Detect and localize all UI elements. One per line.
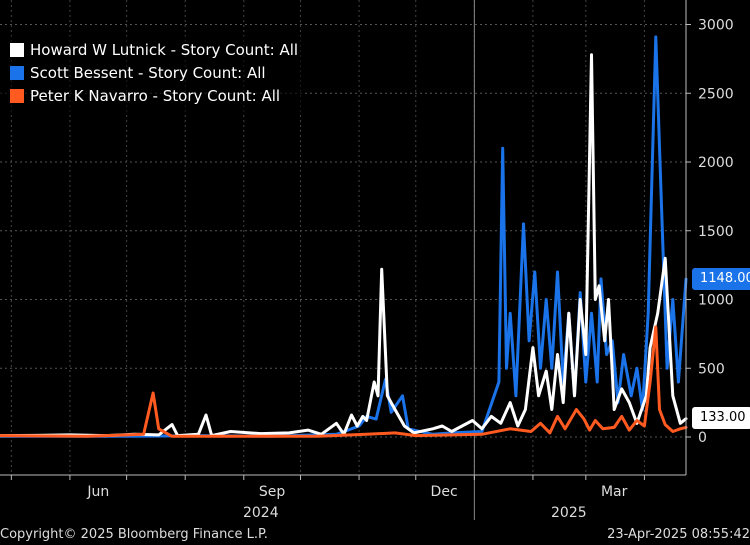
y-tick-label-3000: 3000 [698,18,734,34]
y-tick-label-2500: 2500 [698,86,734,102]
legend-swatch-lutnick [10,43,24,57]
legend-label-lutnick: Howard W Lutnick - Story Count: All [30,41,299,59]
series-line-2 [0,325,688,438]
y-tick-label-2000: 2000 [698,155,734,171]
x-tick-label-Sep: Sep [259,484,286,500]
legend-swatch-bessent [10,66,24,80]
y-tick-label-500: 500 [698,361,725,377]
x-year-label-2025: 2025 [551,505,587,521]
series-line-0 [0,53,688,438]
last-value-badge-lutnick: 133.00 [692,407,750,429]
y-tick-label-1000: 1000 [698,293,734,309]
x-tick-label-Dec: Dec [431,484,458,500]
legend: Howard W Lutnick - Story Count: All Scot… [0,36,305,114]
x-tick-label-Mar: Mar [601,484,628,500]
x-tick-label-Jun: Jun [86,484,109,500]
legend-item-navarro: Peter K Navarro - Story Count: All [10,86,280,106]
series-lines [0,35,688,438]
series-line-1 [0,35,688,438]
last-value-badge-bessent: 1148.00 [692,268,750,290]
y-tick-label-1500: 1500 [698,224,734,240]
legend-item-bessent: Scott Bessent - Story Count: All [10,63,266,83]
x-year-label-2024: 2024 [243,505,279,521]
footer-copyright: Copyright© 2025 Bloomberg Finance L.P. [0,527,268,542]
legend-swatch-navarro [10,89,24,103]
legend-label-bessent: Scott Bessent - Story Count: All [30,64,266,82]
y-tick-label-0: 0 [698,430,707,446]
axes: 0 500 1000 1500 2000 2500 3000 Jun Sep Dec Mar 2024… [0,0,734,521]
footer-timestamp: 23-Apr-2025 08:55:42 [607,527,750,542]
legend-item-lutnick: Howard W Lutnick - Story Count: All [10,40,298,60]
legend-label-navarro: Peter K Navarro - Story Count: All [30,87,281,105]
